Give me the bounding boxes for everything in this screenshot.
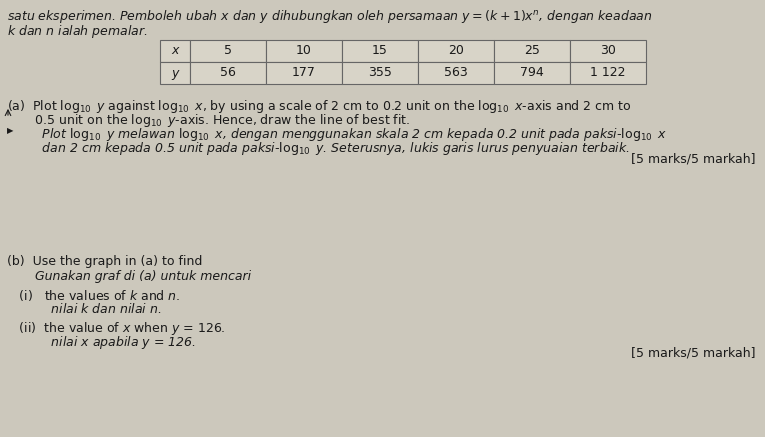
Text: nilai $x$ apabila $y$ = 126.: nilai $x$ apabila $y$ = 126.	[7, 334, 196, 351]
Text: [5 marks/5 markah]: [5 marks/5 markah]	[631, 347, 756, 360]
Bar	[418, 40, 494, 62]
Text: Plot $\log_{10}$ $y$ melawan $\log_{10}$ $x$, dengan menggunakan skala 2 cm kepa: Plot $\log_{10}$ $y$ melawan $\log_{10}$…	[14, 126, 667, 143]
Bar	[266, 62, 342, 84]
Text: 355: 355	[368, 66, 392, 80]
Text: 56: 56	[220, 66, 236, 80]
Bar	[570, 62, 646, 84]
Text: (i)   the values of $k$ and $n$.: (i) the values of $k$ and $n$.	[7, 288, 181, 303]
Bar	[494, 40, 570, 62]
Text: 563: 563	[444, 66, 468, 80]
Text: 10: 10	[296, 45, 312, 58]
Text: ▶: ▶	[7, 126, 14, 135]
Bar	[342, 40, 418, 62]
Text: $k$ dan $n$ ialah pemalar.: $k$ dan $n$ ialah pemalar.	[7, 23, 148, 40]
Text: nilai $k$ dan nilai $n$.: nilai $k$ dan nilai $n$.	[7, 302, 161, 316]
Text: 177: 177	[292, 66, 316, 80]
Bar	[190, 62, 266, 84]
Text: 20: 20	[448, 45, 464, 58]
Bar	[570, 40, 646, 62]
Text: 0.5 unit on the $\log_{10}$ $y$-axis. Hence, draw the line of best fit.: 0.5 unit on the $\log_{10}$ $y$-axis. He…	[7, 112, 410, 129]
Bar	[190, 40, 266, 62]
Text: 794: 794	[520, 66, 544, 80]
Bar	[418, 62, 494, 84]
Text: [5 marks/5 markah]: [5 marks/5 markah]	[631, 152, 756, 165]
Text: dan 2 cm kepada 0.5 unit pada paksi-$\log_{10}$ $y$. Seterusnya, lukis garis lur: dan 2 cm kepada 0.5 unit pada paksi-$\lo…	[14, 140, 630, 157]
Bar	[160, 62, 190, 84]
Text: x: x	[171, 45, 179, 58]
Text: satu eksperimen. Pemboleh ubah $x$ dan $y$ dihubungkan oleh persamaan $y = (k + : satu eksperimen. Pemboleh ubah $x$ dan $…	[7, 8, 653, 25]
Text: 25: 25	[524, 45, 540, 58]
Text: (a)  Plot $\log_{10}$ $y$ against $\log_{10}$ $x$, by using a scale of 2 cm to 0: (a) Plot $\log_{10}$ $y$ against $\log_{…	[7, 98, 632, 115]
Bar	[266, 40, 342, 62]
Text: y: y	[171, 66, 179, 80]
Text: Gunakan graf di (a) untuk mencari: Gunakan graf di (a) untuk mencari	[7, 270, 251, 283]
Text: (ii)  the value of $x$ when $y$ = 126.: (ii) the value of $x$ when $y$ = 126.	[7, 320, 226, 337]
Bar	[160, 40, 190, 62]
Bar	[494, 62, 570, 84]
Text: 30: 30	[600, 45, 616, 58]
Text: (b)  Use the graph in (a) to find: (b) Use the graph in (a) to find	[7, 255, 203, 268]
Text: 15: 15	[372, 45, 388, 58]
Text: 1 122: 1 122	[591, 66, 626, 80]
Bar	[342, 62, 418, 84]
Text: 5: 5	[224, 45, 232, 58]
